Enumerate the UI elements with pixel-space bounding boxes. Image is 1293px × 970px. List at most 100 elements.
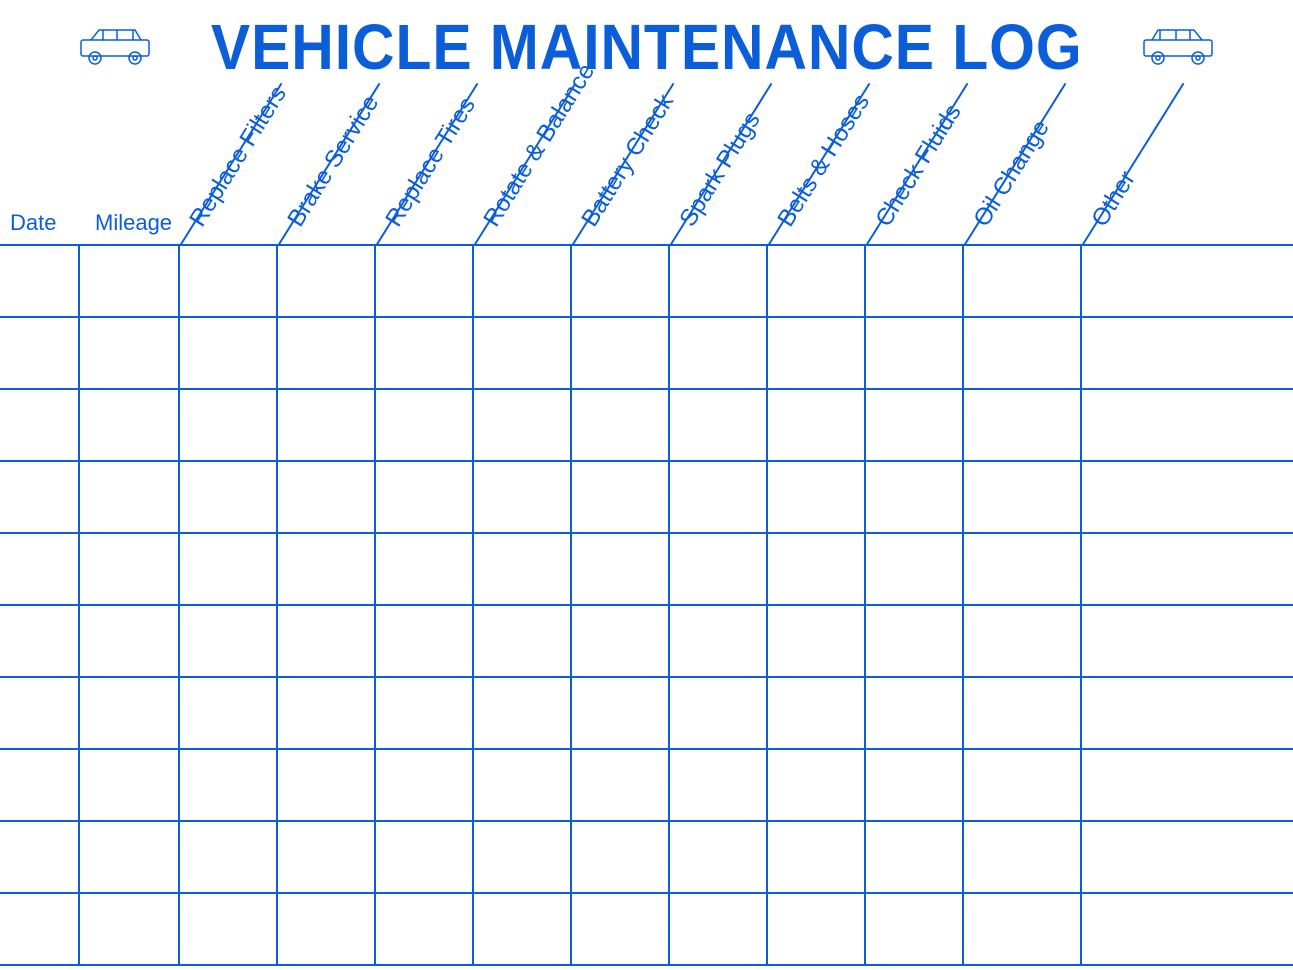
table-cell-other[interactable] bbox=[1082, 750, 1293, 820]
table-cell-battery_check[interactable] bbox=[572, 822, 670, 892]
table-cell-belts_hoses[interactable] bbox=[768, 462, 866, 532]
table-cell-mileage[interactable] bbox=[80, 894, 180, 964]
table-cell-oil_change[interactable] bbox=[964, 318, 1082, 388]
table-cell-rotate_balance[interactable] bbox=[474, 534, 572, 604]
table-cell-rotate_balance[interactable] bbox=[474, 750, 572, 820]
table-cell-belts_hoses[interactable] bbox=[768, 678, 866, 748]
table-cell-other[interactable] bbox=[1082, 246, 1293, 316]
table-cell-spark_plugs[interactable] bbox=[670, 246, 768, 316]
table-cell-battery_check[interactable] bbox=[572, 534, 670, 604]
table-cell-spark_plugs[interactable] bbox=[670, 318, 768, 388]
table-cell-mileage[interactable] bbox=[80, 246, 180, 316]
table-cell-spark_plugs[interactable] bbox=[670, 894, 768, 964]
table-cell-replace_tires[interactable] bbox=[376, 822, 474, 892]
table-cell-oil_change[interactable] bbox=[964, 822, 1082, 892]
table-cell-date[interactable] bbox=[0, 462, 80, 532]
table-cell-brake_service[interactable] bbox=[278, 750, 376, 820]
table-cell-replace_filters[interactable] bbox=[180, 390, 278, 460]
table-cell-replace_filters[interactable] bbox=[180, 822, 278, 892]
table-cell-check_fluids[interactable] bbox=[866, 678, 964, 748]
table-cell-replace_filters[interactable] bbox=[180, 534, 278, 604]
table-cell-rotate_balance[interactable] bbox=[474, 822, 572, 892]
table-cell-oil_change[interactable] bbox=[964, 750, 1082, 820]
table-cell-oil_change[interactable] bbox=[964, 606, 1082, 676]
table-cell-belts_hoses[interactable] bbox=[768, 894, 866, 964]
table-cell-rotate_balance[interactable] bbox=[474, 246, 572, 316]
table-cell-spark_plugs[interactable] bbox=[670, 390, 768, 460]
table-cell-replace_tires[interactable] bbox=[376, 390, 474, 460]
table-cell-check_fluids[interactable] bbox=[866, 822, 964, 892]
table-cell-mileage[interactable] bbox=[80, 462, 180, 532]
table-cell-rotate_balance[interactable] bbox=[474, 606, 572, 676]
table-cell-battery_check[interactable] bbox=[572, 462, 670, 532]
table-cell-battery_check[interactable] bbox=[572, 678, 670, 748]
table-cell-brake_service[interactable] bbox=[278, 318, 376, 388]
table-cell-rotate_balance[interactable] bbox=[474, 318, 572, 388]
table-cell-check_fluids[interactable] bbox=[866, 318, 964, 388]
table-cell-belts_hoses[interactable] bbox=[768, 246, 866, 316]
table-cell-replace_tires[interactable] bbox=[376, 318, 474, 388]
table-cell-rotate_balance[interactable] bbox=[474, 462, 572, 532]
table-cell-battery_check[interactable] bbox=[572, 894, 670, 964]
table-cell-belts_hoses[interactable] bbox=[768, 606, 866, 676]
table-cell-brake_service[interactable] bbox=[278, 606, 376, 676]
table-cell-spark_plugs[interactable] bbox=[670, 750, 768, 820]
table-cell-rotate_balance[interactable] bbox=[474, 678, 572, 748]
table-cell-battery_check[interactable] bbox=[572, 750, 670, 820]
table-cell-mileage[interactable] bbox=[80, 390, 180, 460]
table-cell-other[interactable] bbox=[1082, 822, 1293, 892]
table-cell-spark_plugs[interactable] bbox=[670, 678, 768, 748]
table-cell-brake_service[interactable] bbox=[278, 678, 376, 748]
table-cell-spark_plugs[interactable] bbox=[670, 606, 768, 676]
table-cell-check_fluids[interactable] bbox=[866, 750, 964, 820]
table-cell-mileage[interactable] bbox=[80, 822, 180, 892]
table-cell-date[interactable] bbox=[0, 606, 80, 676]
table-cell-replace_filters[interactable] bbox=[180, 894, 278, 964]
table-cell-brake_service[interactable] bbox=[278, 894, 376, 964]
table-cell-replace_tires[interactable] bbox=[376, 606, 474, 676]
table-cell-battery_check[interactable] bbox=[572, 606, 670, 676]
table-cell-belts_hoses[interactable] bbox=[768, 822, 866, 892]
table-cell-replace_filters[interactable] bbox=[180, 750, 278, 820]
table-cell-replace_tires[interactable] bbox=[376, 534, 474, 604]
table-cell-battery_check[interactable] bbox=[572, 318, 670, 388]
table-cell-replace_filters[interactable] bbox=[180, 606, 278, 676]
table-cell-check_fluids[interactable] bbox=[866, 390, 964, 460]
table-cell-brake_service[interactable] bbox=[278, 534, 376, 604]
table-cell-other[interactable] bbox=[1082, 390, 1293, 460]
table-cell-belts_hoses[interactable] bbox=[768, 534, 866, 604]
table-cell-mileage[interactable] bbox=[80, 678, 180, 748]
table-cell-oil_change[interactable] bbox=[964, 894, 1082, 964]
table-cell-date[interactable] bbox=[0, 246, 80, 316]
table-cell-brake_service[interactable] bbox=[278, 822, 376, 892]
table-cell-check_fluids[interactable] bbox=[866, 606, 964, 676]
table-cell-replace_filters[interactable] bbox=[180, 246, 278, 316]
table-cell-mileage[interactable] bbox=[80, 534, 180, 604]
table-cell-date[interactable] bbox=[0, 678, 80, 748]
table-cell-oil_change[interactable] bbox=[964, 390, 1082, 460]
table-cell-oil_change[interactable] bbox=[964, 462, 1082, 532]
table-cell-other[interactable] bbox=[1082, 894, 1293, 964]
table-cell-other[interactable] bbox=[1082, 534, 1293, 604]
table-cell-check_fluids[interactable] bbox=[866, 246, 964, 316]
table-cell-brake_service[interactable] bbox=[278, 246, 376, 316]
table-cell-other[interactable] bbox=[1082, 606, 1293, 676]
table-cell-check_fluids[interactable] bbox=[866, 894, 964, 964]
table-cell-oil_change[interactable] bbox=[964, 678, 1082, 748]
table-cell-rotate_balance[interactable] bbox=[474, 894, 572, 964]
table-cell-replace_filters[interactable] bbox=[180, 318, 278, 388]
table-cell-other[interactable] bbox=[1082, 318, 1293, 388]
table-cell-mileage[interactable] bbox=[80, 606, 180, 676]
table-cell-brake_service[interactable] bbox=[278, 462, 376, 532]
table-cell-spark_plugs[interactable] bbox=[670, 822, 768, 892]
table-cell-battery_check[interactable] bbox=[572, 390, 670, 460]
table-cell-date[interactable] bbox=[0, 894, 80, 964]
table-cell-oil_change[interactable] bbox=[964, 534, 1082, 604]
table-cell-other[interactable] bbox=[1082, 462, 1293, 532]
table-cell-date[interactable] bbox=[0, 534, 80, 604]
table-cell-replace_tires[interactable] bbox=[376, 678, 474, 748]
table-cell-replace_tires[interactable] bbox=[376, 462, 474, 532]
table-cell-spark_plugs[interactable] bbox=[670, 534, 768, 604]
table-cell-mileage[interactable] bbox=[80, 318, 180, 388]
table-cell-mileage[interactable] bbox=[80, 750, 180, 820]
